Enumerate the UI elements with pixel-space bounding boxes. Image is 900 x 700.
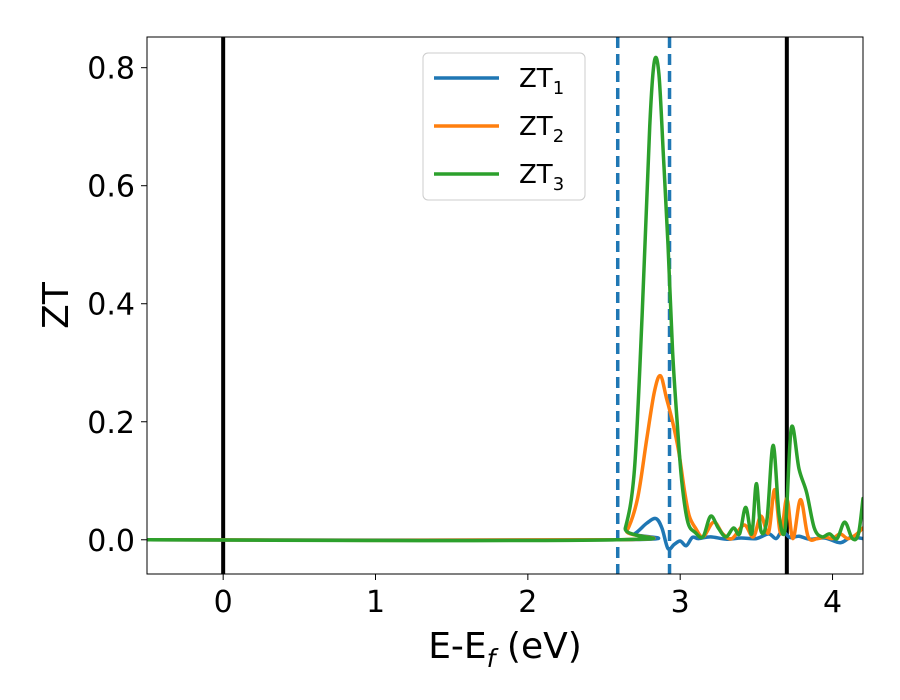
x-tick-label-4: 4	[823, 585, 842, 620]
legend-label-sub-1: 1	[553, 78, 564, 99]
x-tick-label-0: 0	[214, 585, 233, 620]
legend-label-sub-3: 3	[553, 174, 564, 195]
x-axis-label-suffix: (eV)	[495, 626, 581, 667]
legend-label-3: ZT3	[519, 160, 564, 195]
x-tick-label-1: 1	[366, 585, 385, 620]
chart-axes-layer: 0 1 2 3 4 0.0 0.2 0.4 0.6 0.8 E-Ef (eV) ZT	[36, 36, 864, 673]
legend-label-main-1: ZT	[519, 64, 553, 94]
chart-lines-layer	[147, 37, 863, 574]
legend-label-2: ZT2	[519, 112, 564, 147]
legend-label-main-2: ZT	[519, 112, 553, 142]
y-tick-label-1: 0.2	[87, 406, 135, 441]
legend-label-1: ZT1	[519, 64, 564, 99]
series-line-3	[147, 55, 863, 543]
y-axis-label: ZT	[36, 281, 77, 329]
legend-label-main-3: ZT	[519, 160, 553, 190]
x-axis-label: E-Ef (eV)	[428, 626, 582, 673]
legend-box	[422, 52, 586, 201]
x-axis-label-main: E-E	[428, 626, 486, 667]
y-tick-label-0: 0.0	[87, 524, 135, 559]
x-tick-label-2: 2	[518, 585, 537, 620]
y-tick-label-4: 0.8	[87, 52, 135, 87]
y-tick-label-3: 0.6	[87, 170, 135, 205]
series-line-2	[147, 373, 863, 543]
legend-label-sub-2: 2	[553, 126, 564, 147]
y-tick-label-2: 0.4	[87, 288, 135, 323]
plot-frame	[146, 36, 864, 575]
x-tick-label-3: 3	[671, 585, 690, 620]
